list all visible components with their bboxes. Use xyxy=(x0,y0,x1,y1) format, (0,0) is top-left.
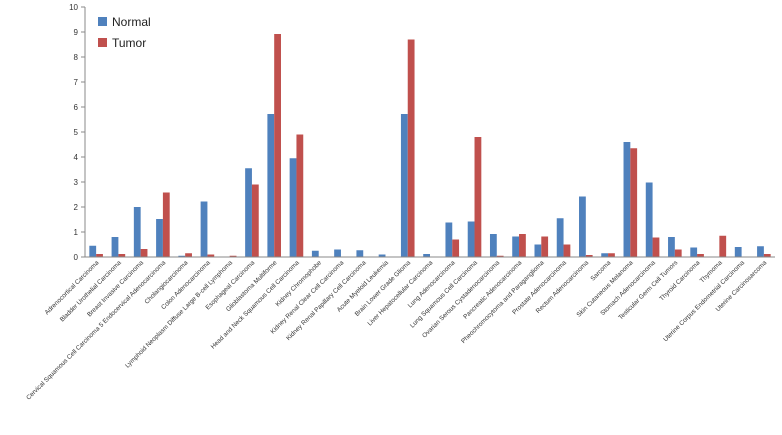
bar-normal-9 xyxy=(289,158,297,257)
bar-normal-23 xyxy=(601,253,609,257)
bar-tumor-30 xyxy=(763,254,771,257)
bar-tumor-26 xyxy=(674,249,682,257)
bar-tumor-3 xyxy=(162,192,170,257)
x-category-label: Kidney Renal Papillary Cell Carcinoma xyxy=(285,259,368,342)
bar-normal-26 xyxy=(668,237,675,257)
bar-normal-7 xyxy=(245,168,252,257)
bar-tumor-8 xyxy=(274,34,281,257)
bar-normal-12 xyxy=(356,250,364,257)
legend-label-normal: Normal xyxy=(112,15,151,29)
y-tick-label: 9 xyxy=(74,28,79,37)
bar-tumor-25 xyxy=(652,237,660,257)
bar-normal-22 xyxy=(579,196,586,257)
x-category-label: Thyroid Carcinoma xyxy=(658,259,701,302)
bar-normal-30 xyxy=(757,246,764,257)
x-category-label: Lymphoid Neoplasm Diffuse Large B-cell L… xyxy=(124,259,234,369)
y-tick-label: 6 xyxy=(74,103,79,112)
bar-normal-11 xyxy=(334,249,341,257)
bar-tumor-28 xyxy=(719,235,727,257)
bar-tumor-21 xyxy=(563,244,571,257)
bars xyxy=(89,34,771,257)
bar-normal-24 xyxy=(623,142,631,257)
x-category-label: Uterine Corpus Endometrial Carcinoma xyxy=(662,259,746,343)
bar-tumor-5 xyxy=(207,254,215,257)
bar-tumor-17 xyxy=(474,137,482,257)
bar-tumor-2 xyxy=(140,249,148,257)
bar-tumor-19 xyxy=(519,234,526,257)
bar-tumor-1 xyxy=(118,254,126,257)
y-tick-label: 8 xyxy=(74,53,79,62)
bar-normal-17 xyxy=(467,221,475,257)
y-tick-label: 2 xyxy=(74,203,79,212)
bar-tumor-22 xyxy=(585,255,593,257)
bar-tumor-27 xyxy=(697,254,704,257)
y-tick-label: 4 xyxy=(74,153,79,162)
legend-label-tumor: Tumor xyxy=(112,36,146,50)
bar-tumor-18 xyxy=(496,255,504,257)
bar-tumor-23 xyxy=(608,253,615,257)
bar-normal-14 xyxy=(400,114,408,257)
bar-tumor-20 xyxy=(541,236,549,257)
bar-normal-16 xyxy=(445,222,453,257)
legend: Normal Tumor xyxy=(98,15,151,50)
bar-tumor-16 xyxy=(452,239,460,257)
y-tick-label: 7 xyxy=(74,78,79,87)
bar-tumor-7 xyxy=(251,184,259,257)
legend-swatch-normal xyxy=(98,17,107,26)
bar-normal-18 xyxy=(489,234,497,257)
bar-normal-1 xyxy=(111,237,119,257)
bar-normal-0 xyxy=(89,245,97,257)
bar-tumor-14 xyxy=(407,39,415,257)
bar-normal-10 xyxy=(311,250,319,257)
bar-tumor-6 xyxy=(229,255,237,257)
x-category-label: Pheochromocytoma and Paraganglioma xyxy=(460,259,546,345)
bar-normal-2 xyxy=(133,207,141,257)
y-tick-label: 10 xyxy=(69,3,78,12)
bar-tumor-0 xyxy=(96,254,103,257)
bar-normal-21 xyxy=(556,218,564,257)
y-tick-label: 1 xyxy=(74,228,79,237)
bar-normal-27 xyxy=(690,247,698,257)
bar-normal-19 xyxy=(512,236,520,257)
bar-normal-25 xyxy=(645,182,653,257)
bar-tumor-9 xyxy=(296,134,304,257)
bar-normal-5 xyxy=(200,201,208,257)
bar-normal-20 xyxy=(534,244,542,257)
bar-tumor-4 xyxy=(185,253,192,257)
bar-normal-8 xyxy=(267,114,275,257)
y-axis: 0 1 2 3 4 5 6 7 8 9 10 xyxy=(69,3,86,262)
y-tick-label: 0 xyxy=(74,253,79,262)
bar-normal-3 xyxy=(156,219,163,257)
y-tick-label: 3 xyxy=(74,178,79,187)
y-tick-label: 5 xyxy=(74,128,79,137)
bar-normal-29 xyxy=(734,247,742,257)
bar-normal-15 xyxy=(423,254,430,257)
bar-normal-13 xyxy=(378,254,386,257)
bar-normal-4 xyxy=(178,255,186,257)
legend-swatch-tumor xyxy=(98,38,107,47)
bar-tumor-24 xyxy=(630,148,638,257)
